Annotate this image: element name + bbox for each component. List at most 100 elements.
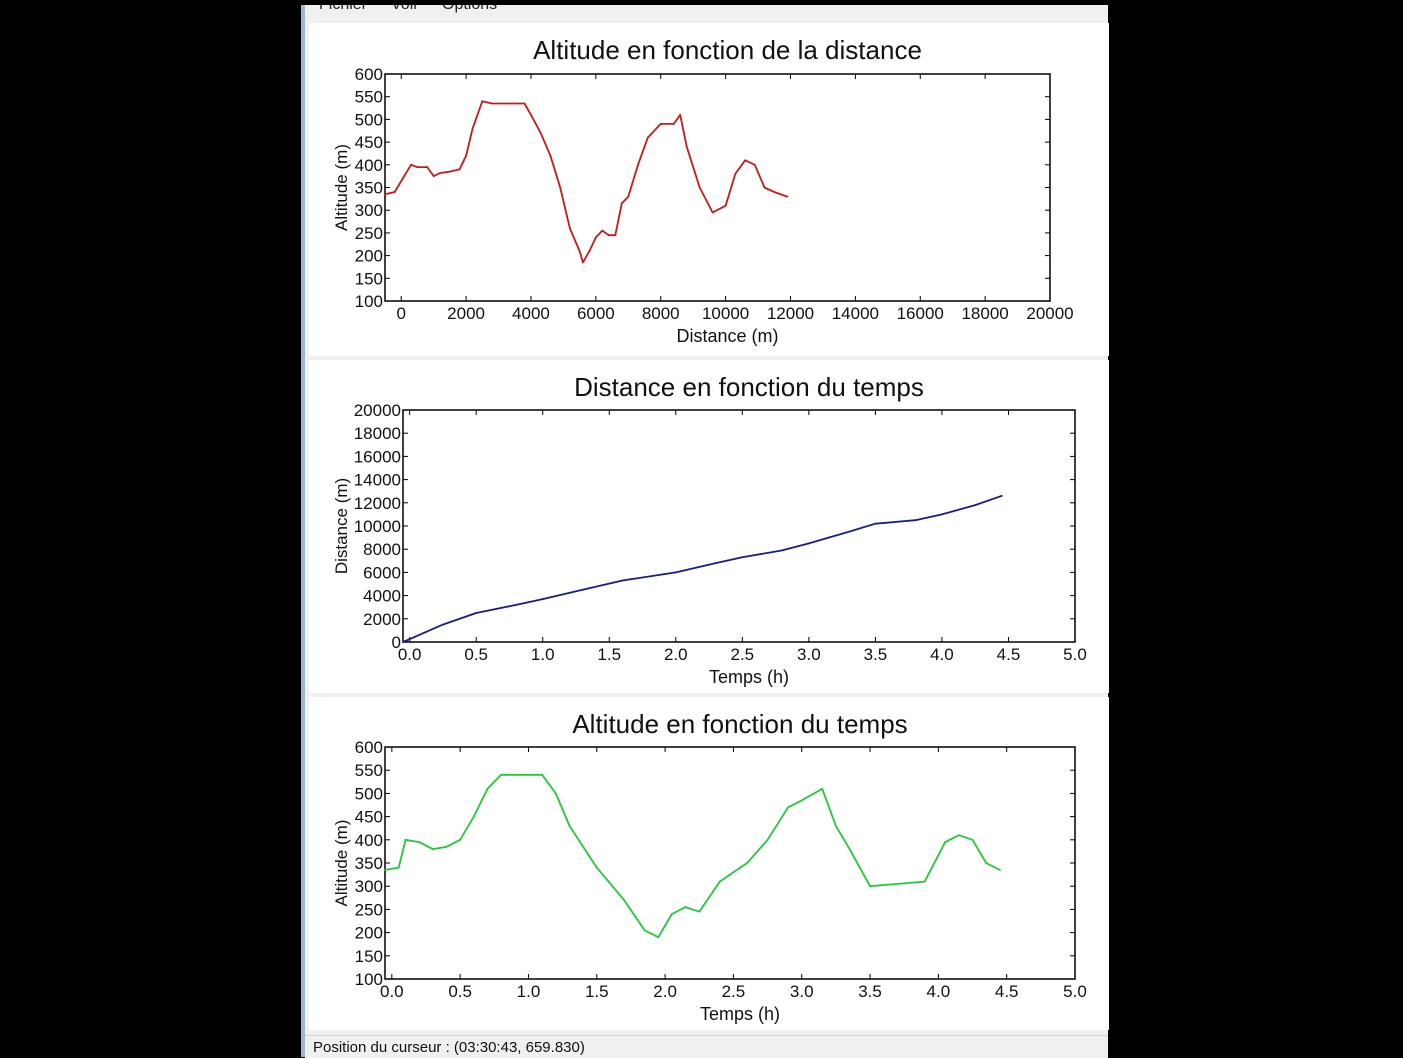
data-point: [807, 542, 810, 545]
menu-fichier[interactable]: Fichier: [319, 5, 367, 14]
x-tick-label: 5.0: [1063, 982, 1087, 1001]
x-tick-label: 0: [396, 304, 405, 323]
y-tick-label: 150: [355, 947, 383, 966]
data-point: [684, 906, 687, 908]
menu-options[interactable]: Options: [442, 5, 497, 14]
data-point: [621, 579, 624, 582]
data-point: [458, 168, 461, 171]
data-point: [481, 100, 484, 103]
data-point: [620, 202, 623, 205]
data-point: [985, 862, 988, 864]
data-point: [404, 838, 407, 841]
data-point: [568, 824, 571, 827]
data-point: [869, 885, 871, 888]
y-tick-label: 300: [355, 877, 383, 896]
y-tick-label: 6000: [363, 563, 401, 582]
data-point: [746, 862, 748, 864]
y-tick-label: 250: [355, 224, 383, 243]
y-tick-label: 12000: [354, 494, 401, 513]
y-tick-label: 150: [355, 269, 383, 288]
data-point: [559, 186, 562, 189]
data-point: [698, 186, 701, 189]
y-tick-label: 18000: [354, 424, 401, 443]
chart-panel-distance-time: Distance en fonction du temps 0 2000 4000 60…: [309, 360, 1109, 693]
data-point: [732, 871, 735, 874]
x-tick-label: 2.5: [722, 982, 746, 1001]
data-point: [416, 166, 419, 168]
chart-panel-altitude-distance: Altitude en fonction de la distance 100 15…: [309, 23, 1109, 356]
y-tick-label: 2000: [363, 610, 401, 629]
data-point: [923, 880, 926, 883]
data-point: [459, 838, 462, 841]
x-tick-label: 4000: [512, 304, 550, 323]
data-point: [998, 869, 1001, 871]
data-point: [672, 123, 675, 125]
y-tick-label: 4000: [363, 587, 401, 606]
data-point: [581, 588, 584, 591]
y-axis-label: Altitude (m): [332, 820, 351, 907]
data-point: [657, 936, 660, 939]
y-tick-label: 500: [355, 110, 383, 129]
x-tick-label: 0.0: [398, 645, 422, 664]
y-tick-label: 550: [355, 761, 383, 780]
data-point: [465, 154, 467, 157]
data-point: [426, 166, 429, 168]
x-tick-label: 4.5: [997, 645, 1021, 664]
data-point: [431, 848, 434, 850]
y-tick-label: 16000: [354, 447, 401, 466]
data-point: [773, 191, 776, 193]
x-tick-label: 5.0: [1063, 645, 1087, 664]
x-tick-label: 2.0: [664, 645, 688, 664]
x-tick-label: 1.5: [597, 645, 621, 664]
data-point: [714, 562, 717, 565]
y-tick-label: 250: [355, 900, 383, 919]
data-point: [971, 838, 974, 841]
chart-title: Altitude en fonction du temps: [572, 709, 907, 739]
x-tick-label: 2000: [447, 304, 485, 323]
data-point: [384, 869, 386, 871]
data-point: [475, 612, 478, 614]
x-tick-label: 10000: [702, 304, 749, 323]
data-point: [397, 866, 400, 869]
x-tick-label: 3.5: [858, 982, 882, 1001]
data-point: [674, 571, 677, 574]
x-tick-label: 4.5: [995, 982, 1019, 1001]
x-tick-label: 3.0: [797, 645, 821, 664]
x-tick-label: 18000: [961, 304, 1008, 323]
chart-altitude-time: Altitude en fonction du temps 100 150 200 25…: [332, 709, 1087, 1024]
plot-frame: [384, 73, 1051, 302]
app-window: Fichier Voir Options Altitude en fonctio…: [301, 5, 1109, 1058]
data-point: [974, 504, 977, 507]
series-line: [384, 100, 788, 264]
data-point: [515, 603, 518, 606]
x-tick-label: 2.0: [653, 982, 677, 1001]
menu-bar: Fichier Voir Options: [305, 5, 1108, 21]
y-tick-label: 100: [355, 970, 383, 989]
data-point: [448, 170, 451, 173]
y-tick-label: 10000: [354, 517, 401, 536]
data-point: [744, 159, 746, 162]
x-tick-label: 1.0: [531, 645, 555, 664]
y-tick-label: 20000: [354, 401, 401, 420]
x-tick-label: 20000: [1026, 304, 1073, 323]
data-point: [941, 513, 943, 516]
y-tick-label: 350: [355, 854, 383, 873]
x-tick-label: 16000: [897, 304, 944, 323]
data-point: [623, 899, 626, 902]
status-bar: Position du curseur : (03:30:43, 659.830…: [305, 1035, 1108, 1058]
menu-voir[interactable]: Voir: [391, 5, 419, 14]
y-tick-label: 400: [355, 156, 383, 175]
data-point: [442, 623, 444, 626]
plot-frame: [384, 746, 1076, 980]
data-point: [595, 866, 598, 869]
data-point: [787, 806, 789, 809]
data-point: [646, 136, 649, 139]
y-tick-label: 500: [355, 784, 383, 803]
x-tick-label: 3.5: [864, 645, 888, 664]
x-tick-label: 2.5: [731, 645, 755, 664]
data-point: [698, 910, 701, 913]
data-point: [753, 163, 756, 166]
y-tick-label: 300: [355, 201, 383, 220]
data-point: [581, 261, 584, 264]
data-point: [848, 848, 851, 850]
